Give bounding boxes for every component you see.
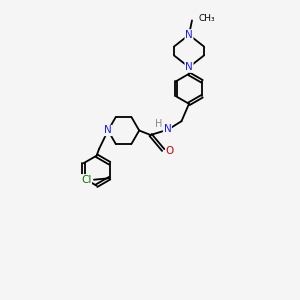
- Text: Cl: Cl: [81, 175, 92, 185]
- Text: N: N: [104, 125, 112, 136]
- Text: H: H: [155, 118, 163, 129]
- Text: N: N: [164, 124, 171, 134]
- Text: N: N: [185, 30, 193, 40]
- Text: CH₃: CH₃: [199, 14, 215, 23]
- Text: N: N: [185, 62, 193, 72]
- Text: O: O: [166, 146, 174, 156]
